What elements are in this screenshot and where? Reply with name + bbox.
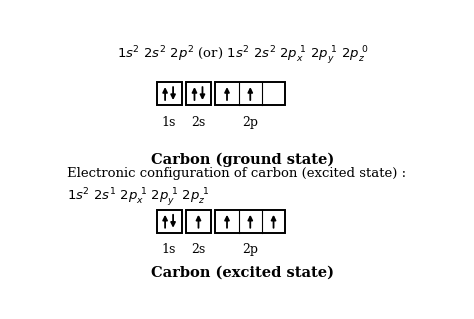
Text: 2p: 2p: [242, 243, 258, 256]
Bar: [215, 82, 285, 105]
Text: 2s: 2s: [191, 243, 206, 256]
Text: 2s: 2s: [191, 115, 206, 129]
Bar: [156, 210, 182, 233]
Text: 1s: 1s: [162, 115, 176, 129]
Bar: [186, 82, 211, 105]
Text: $1s^2\ 2s^2\ 2p^2$ (or) $1s^2\ 2s^2\ 2p_x^{\ 1}\ 2p_y^{\ 1}\ 2p_z^{\ 0}$: $1s^2\ 2s^2\ 2p^2$ (or) $1s^2\ 2s^2\ 2p_…: [117, 44, 369, 66]
Text: Carbon (ground state): Carbon (ground state): [151, 152, 335, 167]
Bar: [186, 210, 211, 233]
Text: 2p: 2p: [242, 115, 258, 129]
Bar: [156, 82, 182, 105]
Text: $1s^2\ 2s^1\ 2p_x^{\ 1}\ 2p_y^{\ 1}\ 2p_z^{\ 1}$: $1s^2\ 2s^1\ 2p_x^{\ 1}\ 2p_y^{\ 1}\ 2p_…: [66, 186, 209, 208]
Text: Carbon (excited state): Carbon (excited state): [151, 265, 335, 279]
Text: 1s: 1s: [162, 243, 176, 256]
Text: Electronic configuration of carbon (excited state) :: Electronic configuration of carbon (exci…: [66, 167, 406, 180]
Bar: [215, 210, 285, 233]
